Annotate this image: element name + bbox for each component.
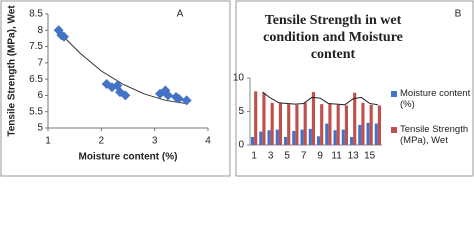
chart-title: Tensile Strength in wet condition and Mo… (263, 13, 403, 62)
panel-label: A (177, 9, 184, 20)
bar (369, 104, 373, 145)
y-tick-label: 6.5 (29, 74, 43, 85)
x-tick-label: 1 (45, 136, 51, 147)
y-axis-label: Tensile Strength (MPa), Wet (7, 5, 18, 137)
y-tick-label: 10 (233, 73, 245, 84)
point (120, 90, 131, 101)
bar (300, 129, 304, 145)
bar (361, 102, 365, 145)
x-axis-label: Moisture content (%) (79, 152, 178, 163)
x-tick-label: 3 (268, 151, 274, 162)
x-tick-label: 15 (364, 151, 376, 162)
y-tick-label: 7.5 (29, 41, 43, 52)
trendline (262, 91, 378, 106)
y-tick-label: 7 (37, 57, 43, 68)
legend-entry-text: Tensile Strength (MPa), Wet (400, 124, 469, 146)
chart-title-text: Tensile Strength in wet condition and Mo… (263, 13, 403, 62)
bar (311, 92, 316, 145)
bar (292, 130, 296, 145)
x-tick-label: 3 (152, 136, 158, 147)
bar (278, 103, 283, 145)
point (173, 93, 184, 104)
bar (366, 122, 370, 145)
legend-entry: Moisture content (%) (400, 88, 471, 110)
bar (333, 130, 337, 145)
figure: 5 5.5 6 6.5 7 7.5 8 8.5 1 2 3 4 A Moisture content (%… (0, 0, 474, 177)
bar (303, 102, 307, 145)
bar (262, 92, 266, 145)
legend-entry: Tensile Strength (MPa), Wet (400, 124, 469, 146)
point (163, 90, 173, 101)
x-tick-label: 1 (251, 151, 257, 162)
bar (328, 103, 332, 145)
bar (267, 130, 271, 145)
x-tick-label: 11 (331, 151, 342, 162)
y-tick-label: 5.5 (29, 106, 43, 117)
bar (344, 105, 349, 145)
bar (336, 104, 340, 145)
y-tick-label: 6 (37, 90, 43, 101)
y-tick-label: 8.5 (29, 9, 43, 20)
legend-entry-text: Moisture content (%) (400, 88, 471, 110)
x-tick-label: 13 (348, 151, 360, 162)
legend-swatch (391, 127, 397, 133)
bar (341, 129, 345, 145)
y-tick-label: 5 (37, 123, 43, 134)
x-tick-label: 9 (317, 151, 323, 162)
y-tick-label: 0 (238, 140, 244, 151)
panel-label: B (455, 9, 462, 20)
bar (358, 124, 362, 145)
bar (308, 128, 312, 145)
bar (320, 104, 324, 145)
bar (353, 92, 357, 145)
bar (250, 136, 255, 145)
x-tick-label: 5 (284, 151, 290, 162)
bar (325, 123, 329, 145)
bar (295, 104, 299, 145)
x-tick-label: 2 (99, 136, 105, 147)
point (181, 95, 192, 106)
y-tick-label: 5 (238, 106, 244, 117)
x-tick-label: 7 (301, 151, 307, 162)
trendline (58, 31, 187, 105)
bar (254, 91, 258, 145)
bar (283, 136, 288, 145)
bar (270, 102, 274, 145)
bar (275, 129, 279, 145)
y-tick-label: 8 (37, 25, 43, 36)
legend-swatch (391, 91, 397, 97)
bar (374, 123, 378, 145)
bar (377, 105, 382, 145)
bar (349, 136, 354, 145)
bar (259, 131, 263, 145)
bar (316, 136, 321, 145)
point (59, 31, 69, 42)
panel-b-frame (235, 0, 474, 177)
x-tick-label: 4 (205, 136, 211, 147)
bar (287, 104, 291, 145)
